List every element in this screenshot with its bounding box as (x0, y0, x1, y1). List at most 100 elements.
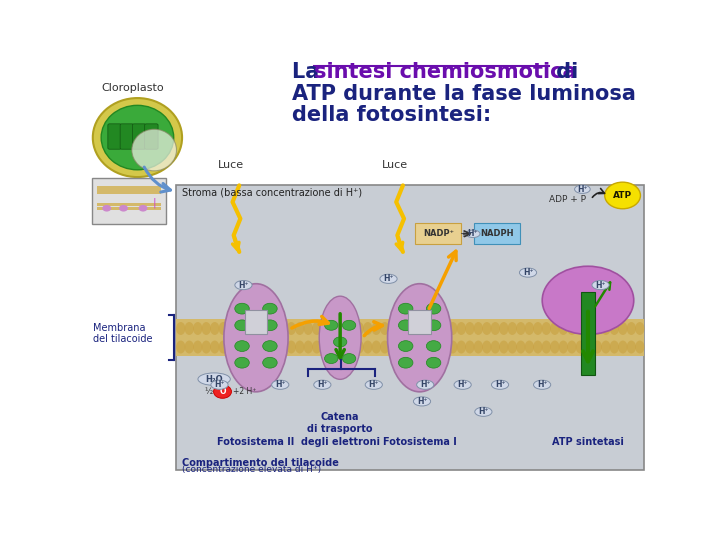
Ellipse shape (567, 341, 577, 354)
Ellipse shape (414, 341, 423, 354)
Bar (96, 191, 161, 194)
Ellipse shape (387, 284, 451, 392)
Text: H⁺: H⁺ (420, 380, 431, 389)
Text: La: La (292, 62, 326, 82)
Ellipse shape (355, 322, 364, 335)
Ellipse shape (516, 341, 526, 354)
Ellipse shape (261, 341, 271, 354)
Ellipse shape (312, 341, 321, 354)
Text: Compartimento del tilacoide: Compartimento del tilacoide (182, 458, 339, 468)
FancyBboxPatch shape (474, 224, 520, 244)
Ellipse shape (499, 322, 508, 335)
Ellipse shape (550, 341, 559, 354)
Ellipse shape (235, 341, 245, 354)
Circle shape (235, 303, 249, 314)
Circle shape (263, 320, 277, 330)
Ellipse shape (431, 322, 441, 335)
Ellipse shape (525, 322, 534, 335)
Text: ½: ½ (204, 387, 212, 396)
Ellipse shape (456, 341, 466, 354)
Ellipse shape (423, 341, 432, 354)
Ellipse shape (448, 322, 457, 335)
Ellipse shape (211, 380, 228, 389)
Text: H⁺: H⁺ (478, 407, 489, 416)
Ellipse shape (269, 322, 279, 335)
Circle shape (343, 320, 356, 330)
Ellipse shape (219, 322, 228, 335)
Ellipse shape (534, 380, 551, 389)
Ellipse shape (184, 322, 194, 335)
Ellipse shape (224, 284, 288, 392)
Ellipse shape (380, 274, 397, 284)
Text: di: di (549, 62, 578, 82)
Ellipse shape (635, 341, 644, 354)
Ellipse shape (397, 341, 407, 354)
Text: H⁺: H⁺ (537, 380, 547, 389)
Text: Cloroplasto: Cloroplasto (101, 83, 163, 93)
Ellipse shape (550, 322, 559, 335)
Ellipse shape (389, 322, 398, 335)
Ellipse shape (329, 341, 338, 354)
Ellipse shape (575, 185, 590, 193)
Circle shape (263, 303, 277, 314)
Ellipse shape (440, 322, 449, 335)
Ellipse shape (380, 322, 390, 335)
Bar (96, 186, 161, 190)
FancyBboxPatch shape (415, 224, 462, 244)
Ellipse shape (492, 380, 508, 389)
Ellipse shape (304, 322, 313, 335)
Ellipse shape (465, 322, 474, 335)
Ellipse shape (338, 322, 347, 335)
Ellipse shape (499, 341, 508, 354)
Circle shape (214, 385, 231, 399)
Ellipse shape (101, 105, 174, 170)
Ellipse shape (235, 280, 252, 289)
Ellipse shape (202, 322, 211, 335)
Ellipse shape (312, 322, 321, 335)
Ellipse shape (184, 341, 194, 354)
Circle shape (119, 205, 128, 212)
Ellipse shape (338, 341, 347, 354)
Ellipse shape (593, 322, 602, 335)
Ellipse shape (626, 322, 636, 335)
Text: H⁺: H⁺ (595, 281, 606, 289)
Ellipse shape (635, 322, 644, 335)
Ellipse shape (610, 341, 619, 354)
FancyBboxPatch shape (120, 124, 133, 149)
Ellipse shape (482, 341, 492, 354)
Circle shape (426, 303, 441, 314)
Ellipse shape (193, 322, 202, 335)
Ellipse shape (525, 341, 534, 354)
Ellipse shape (269, 341, 279, 354)
Ellipse shape (508, 322, 517, 335)
Text: H⁺: H⁺ (317, 380, 328, 389)
Text: ADP + P: ADP + P (549, 195, 586, 204)
Ellipse shape (610, 322, 619, 335)
Ellipse shape (397, 322, 407, 335)
Ellipse shape (365, 380, 382, 389)
Ellipse shape (413, 397, 431, 406)
Ellipse shape (244, 322, 253, 335)
Ellipse shape (380, 341, 390, 354)
Ellipse shape (198, 373, 230, 386)
Ellipse shape (261, 322, 271, 335)
Ellipse shape (320, 322, 330, 335)
Circle shape (426, 357, 441, 368)
Circle shape (263, 357, 277, 368)
Text: H₂O: H₂O (205, 375, 223, 383)
Text: H⁺: H⁺ (495, 380, 505, 389)
FancyBboxPatch shape (91, 178, 166, 224)
Text: Luce: Luce (218, 160, 244, 171)
Text: H⁺: H⁺ (383, 274, 394, 284)
Text: +2 H⁺: +2 H⁺ (233, 387, 256, 396)
Ellipse shape (474, 341, 483, 354)
Ellipse shape (244, 341, 253, 354)
Bar (176, 319, 644, 356)
Text: della fotosintesi:: della fotosintesi: (292, 105, 491, 125)
Text: Fotosistema I: Fotosistema I (383, 436, 456, 447)
Ellipse shape (329, 322, 338, 335)
Ellipse shape (405, 341, 415, 354)
Ellipse shape (559, 341, 568, 354)
Ellipse shape (295, 322, 305, 335)
Ellipse shape (584, 322, 593, 335)
